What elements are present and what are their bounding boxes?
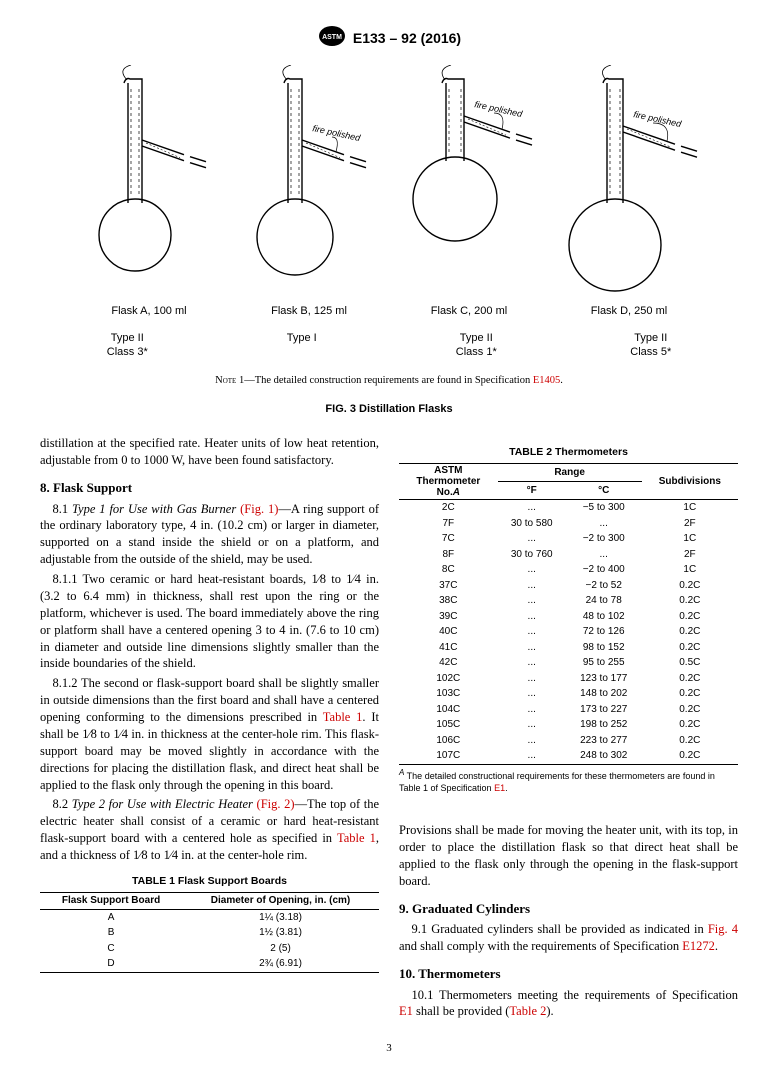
table-header: °F — [498, 482, 566, 500]
paragraph: 8.1.2 The second or flask-support board … — [40, 675, 379, 793]
table-row: D2¾ (6.91) — [40, 956, 379, 972]
page-header: ASTM E133 – 92 (2016) — [40, 24, 738, 53]
paragraph: Provisions shall be made for moving the … — [399, 822, 738, 890]
table-row: 103C...148 to 2020.2C — [399, 686, 738, 702]
astm-logo-icon: ASTM — [317, 24, 347, 53]
table-header: Range — [498, 464, 642, 482]
table-1: TABLE 1 Flask Support Boards Flask Suppo… — [40, 874, 379, 973]
flask-diagram: Reinforcing beadFlask A, 100 ml — [79, 65, 219, 319]
paragraph: 10.1 Thermometers meeting the requiremen… — [399, 987, 738, 1021]
document-id: E133 – 92 (2016) — [353, 29, 461, 48]
paragraph: 8.2 Type 2 for Use with Electric Heater … — [40, 796, 379, 864]
table-header: °C — [566, 482, 642, 500]
ref-link[interactable]: E1 — [399, 1004, 413, 1018]
flask-label: Flask D, 250 ml — [559, 304, 699, 319]
table-row: 39C...48 to 1020.2C — [399, 609, 738, 625]
ref-link[interactable]: (Fig. 2) — [257, 797, 295, 811]
section-8-heading: 8. Flask Support — [40, 479, 379, 497]
table-row: 38C...24 to 780.2C — [399, 593, 738, 609]
ref-link[interactable]: Table 1 — [323, 710, 363, 724]
table-row: 42C...95 to 2550.5C — [399, 655, 738, 671]
paragraph: 8.1.1 Two ceramic or hard heat-resistant… — [40, 571, 379, 672]
table-row: 7C...−2 to 3001C — [399, 531, 738, 547]
table-row: 2C...−5 to 3001C — [399, 500, 738, 516]
flask-class-label: Type IIClass 5* — [564, 331, 739, 361]
ref-link[interactable]: E1 — [494, 783, 505, 793]
table-row: 102C...123 to 1770.2C — [399, 671, 738, 687]
flask-class-label: Type IIClass 3* — [40, 331, 215, 361]
figure-3: Reinforcing beadFlask A, 100 mlReinforci… — [40, 65, 738, 417]
table-2: TABLE 2 Thermometers ASTMThermometerNo.A… — [399, 445, 738, 794]
ref-link[interactable]: Fig. 4 — [708, 922, 738, 936]
paragraph: 9.1 Graduated cylinders shall be provide… — [399, 921, 738, 955]
ref-link[interactable]: E1405 — [533, 375, 560, 386]
paragraph: distillation at the specified rate. Heat… — [40, 435, 379, 469]
svg-text:ASTM: ASTM — [322, 34, 342, 41]
ref-link[interactable]: Table 2 — [509, 1004, 546, 1018]
svg-text:fire polished: fire polished — [633, 109, 684, 129]
svg-text:fire polished: fire polished — [474, 99, 525, 119]
table-row: 40C...72 to 1260.2C — [399, 624, 738, 640]
table-header: Diameter of Opening, in. (cm) — [182, 893, 379, 910]
table-row: 8C...−2 to 4001C — [399, 562, 738, 578]
ref-link[interactable]: E1272 — [682, 939, 715, 953]
section-10-heading: 10. Thermometers — [399, 965, 738, 983]
page-number: 3 — [40, 1041, 738, 1056]
table-row: 37C...−2 to 520.2C — [399, 578, 738, 594]
table-row: 41C...98 to 1520.2C — [399, 640, 738, 656]
figure-note: Note 1—The detailed construction require… — [40, 374, 738, 388]
table-row: B1½ (3.81) — [40, 925, 379, 941]
table-row: 106C...223 to 2770.2C — [399, 733, 738, 749]
table-row: 8F30 to 760...2F — [399, 547, 738, 563]
flask-label: Flask B, 125 ml — [239, 304, 379, 319]
table-row: 104C...173 to 2270.2C — [399, 702, 738, 718]
table-header: ASTMThermometerNo.A — [399, 464, 498, 500]
table-row: A1¼ (3.18) — [40, 909, 379, 925]
flask-class-label: Type I — [215, 331, 390, 361]
table-2-title: TABLE 2 Thermometers — [399, 445, 738, 459]
flask-class-label: Type IIClass 1* — [389, 331, 564, 361]
table-row: 107C...248 to 3020.2C — [399, 748, 738, 764]
flask-label: Flask A, 100 ml — [79, 304, 219, 319]
flask-diagram: Reinforcing beadfire polishedFlask B, 12… — [239, 65, 379, 319]
figure-caption: FIG. 3 Distillation Flasks — [40, 402, 738, 417]
flask-diagram: Reinforcing beadfire polishedFlask D, 25… — [559, 65, 699, 319]
section-9-heading: 9. Graduated Cylinders — [399, 900, 738, 918]
table-1-title: TABLE 1 Flask Support Boards — [40, 874, 379, 888]
paragraph: 8.1 Type 1 for Use with Gas Burner (Fig.… — [40, 501, 379, 569]
ref-link[interactable]: (Fig. 1) — [240, 502, 278, 516]
table-header: Subdivisions — [642, 464, 738, 500]
flask-diagram: Reinforcing beadfire polishedFlask C, 20… — [399, 65, 539, 319]
flask-label: Flask C, 200 ml — [399, 304, 539, 319]
right-column: TABLE 2 Thermometers ASTMThermometerNo.A… — [399, 435, 738, 1023]
ref-link[interactable]: Table 1 — [337, 831, 376, 845]
table-row: 7F30 to 580...2F — [399, 516, 738, 532]
table-row: C2 (5) — [40, 941, 379, 957]
table-row: 105C...198 to 2520.2C — [399, 717, 738, 733]
table-2-footnote: A The detailed constructional requiremen… — [399, 768, 738, 794]
left-column: distillation at the specified rate. Heat… — [40, 435, 379, 1023]
table-header: Flask Support Board — [40, 893, 182, 910]
